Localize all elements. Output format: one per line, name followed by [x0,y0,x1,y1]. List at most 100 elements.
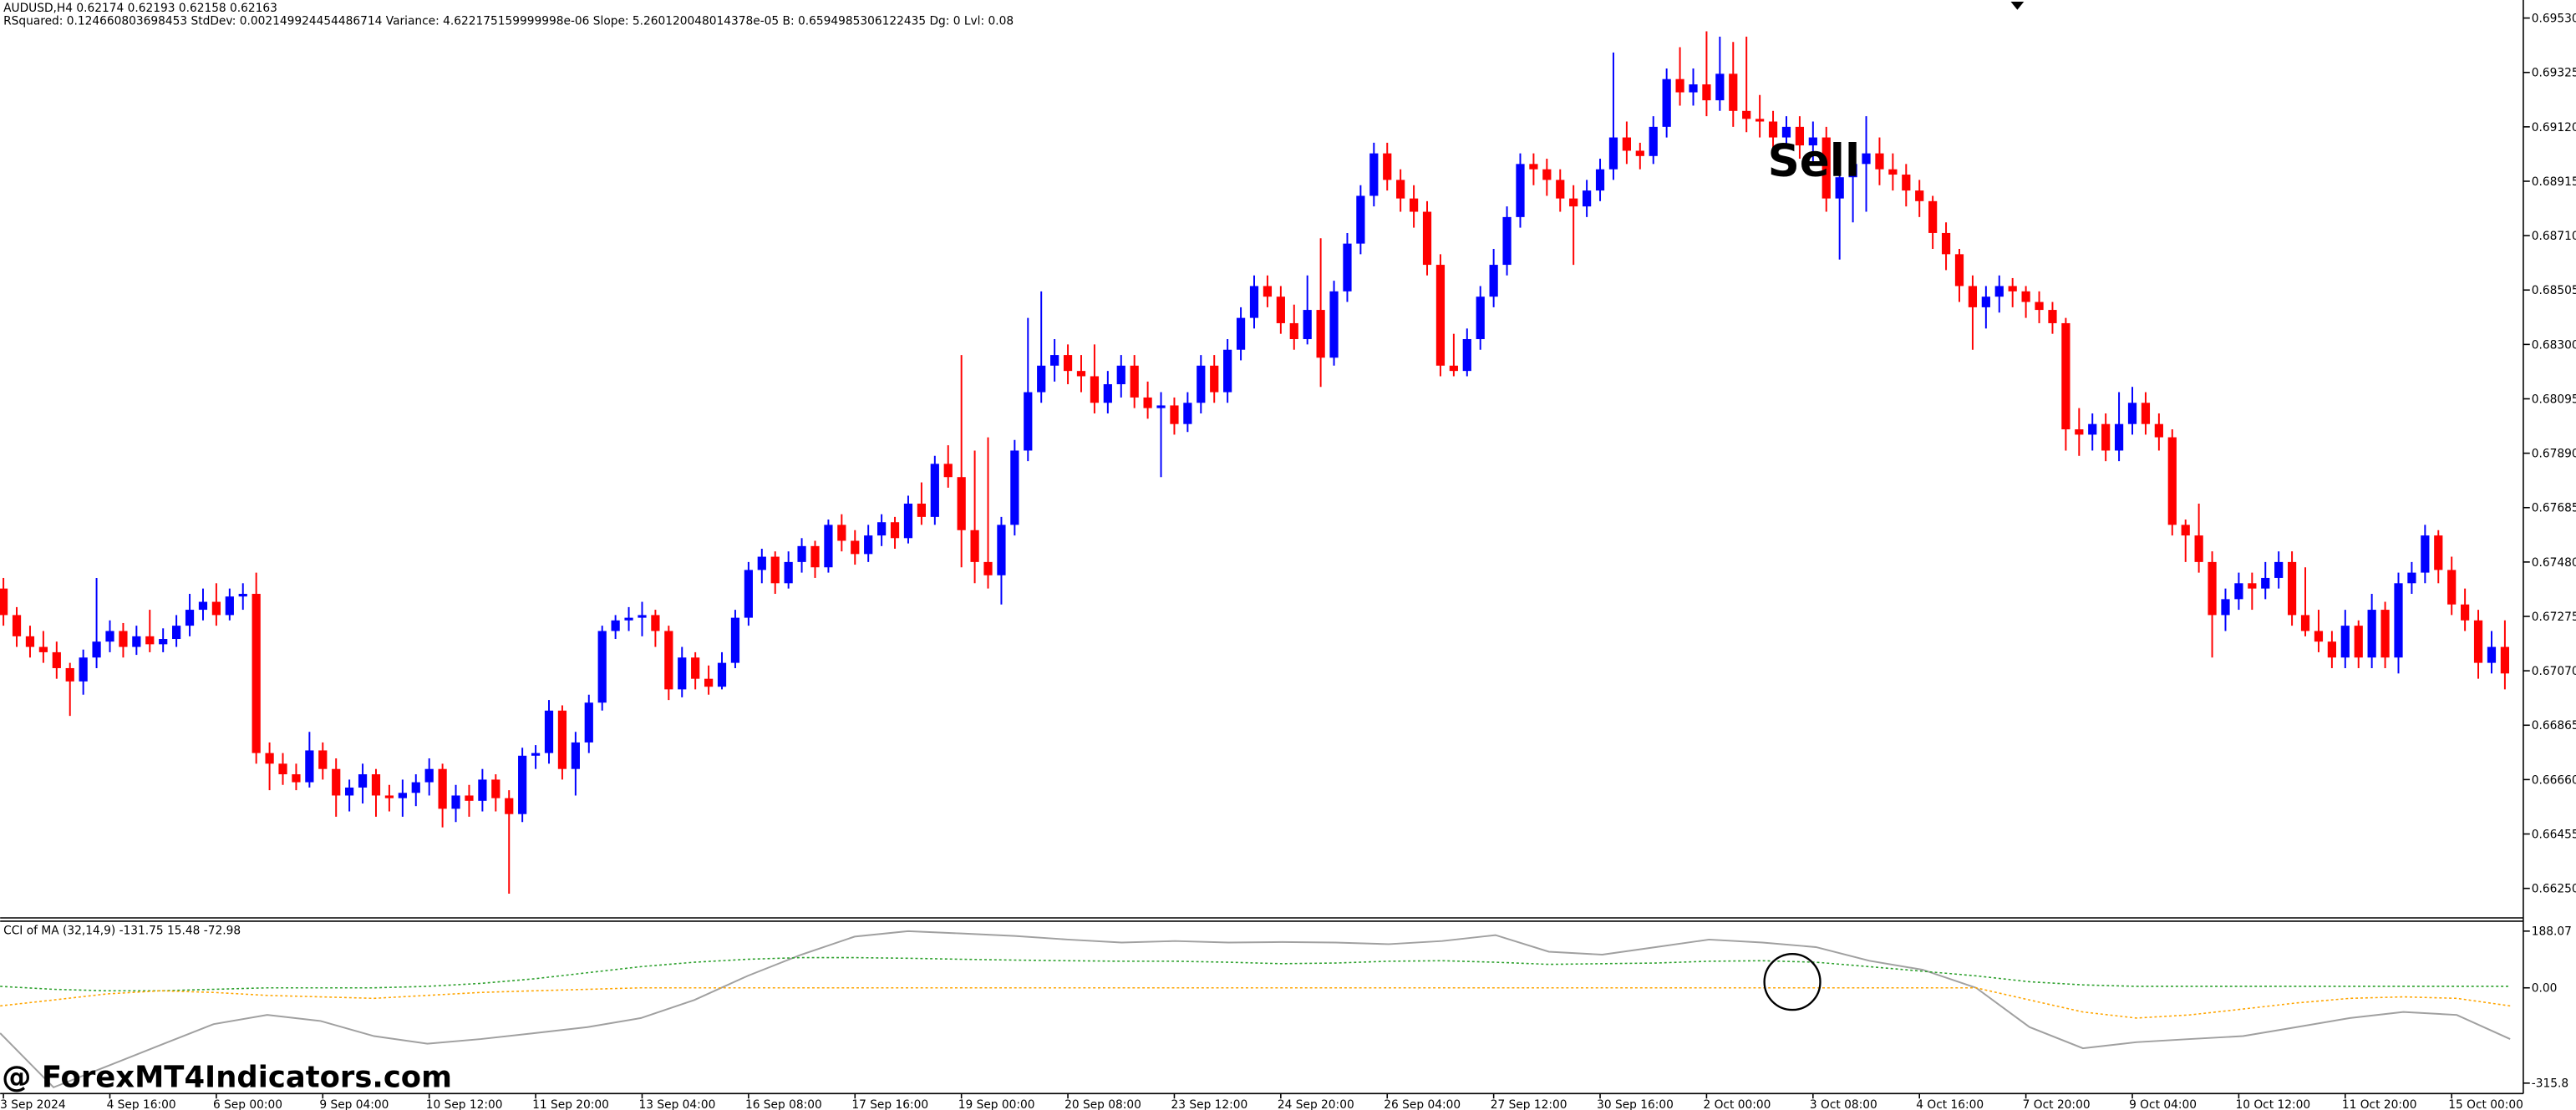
candle-body [1729,73,1738,111]
x-tick-label: 2 Oct 00:00 [1703,1098,1771,1110]
candle-body [318,750,328,769]
candle-body [2194,535,2203,562]
candle-body [2340,626,2350,658]
candle-body [1409,198,1419,212]
candle-body [1316,310,1325,358]
candle-body [2487,646,2497,663]
candle-body [2447,570,2457,605]
candle-body [478,779,487,801]
candle-body [1608,137,1618,170]
candle-body [903,503,913,539]
candle-body [1795,126,1805,146]
candle-body [1968,286,1978,307]
candle-body [1383,153,1392,180]
candle-body [2421,535,2430,573]
x-tick-label: 9 Oct 04:00 [2129,1098,2197,1110]
sell-annotation: Sell [1768,134,1861,186]
candle-body [1516,164,1525,217]
candle-body [371,774,381,796]
candle-body [1076,371,1086,377]
candle-body [1143,397,1152,408]
candle-body [119,631,128,647]
candle-body [2500,646,2510,674]
candle-body [930,464,939,517]
candle-body [2261,577,2270,589]
candle-body [1702,84,1711,101]
candle-body [1715,73,1725,101]
candle-body [1635,150,1644,156]
candle-body [1276,297,1285,323]
y-tick-label: 0.69325 [2532,67,2576,80]
candle-body [305,750,314,783]
candle-body [1462,339,1471,372]
candle-body [1808,137,1817,146]
candle-body [1582,190,1592,207]
candle-body [557,710,567,769]
candle-body [198,601,208,611]
candle-body [1689,84,1698,93]
y-tick-label: 0.67685 [2532,502,2576,515]
x-tick-label: 10 Sep 12:00 [426,1098,503,1110]
candle-body [505,798,514,814]
candle-body [1090,376,1100,403]
candle-body [1569,198,1578,207]
candle-body [2407,572,2416,584]
candle-body [1156,405,1166,408]
candle-body [970,530,979,562]
candle-body [2035,302,2044,311]
candle-body [691,657,700,679]
candle-body [638,615,647,618]
candle-body [2101,423,2111,451]
y-tick-label: 0.68095 [2532,393,2576,406]
candle-body [2354,626,2363,658]
candle-body [890,522,900,539]
candle-body [1529,164,1538,170]
candle-body [983,561,993,575]
candle-body [159,639,168,645]
watermark: @ ForexMT4Indicators.com [2,1060,452,1094]
y-tick-label: 0.67070 [2532,665,2576,678]
candle-body [278,763,287,775]
candle-body [424,768,434,783]
candle-body [997,525,1006,575]
candle-body [491,779,500,798]
candle-body [797,545,806,562]
candle-body [917,503,927,517]
candle-body [2327,641,2336,658]
candle-body [810,545,820,568]
candle-body [730,617,740,663]
candle-body [1223,349,1232,393]
candle-body [2248,583,2257,589]
candle-body [1502,216,1512,266]
candle-body [1130,365,1139,398]
candle-body [1675,79,1684,93]
candle-body [571,742,580,769]
candle-body [624,617,633,621]
candle-body [2221,599,2230,616]
signal-circle [1763,953,1821,1011]
x-tick-label: 19 Sep 00:00 [958,1098,1035,1110]
candle-body [1742,110,1751,119]
candle-body [2167,437,2177,525]
x-tick-label: 27 Sep 12:00 [1491,1098,1567,1110]
candle-body [52,651,61,668]
candle-body [2075,429,2084,435]
candle-body [1103,384,1112,403]
candle-body [518,755,527,814]
x-tick-label: 11 Sep 20:00 [532,1098,609,1110]
candle-body [2367,610,2376,658]
candle-body [2314,631,2324,642]
candle-body [597,631,607,703]
candle-body [145,636,155,645]
y-tick-label: 0.66250 [2532,883,2576,896]
candle-body [1595,169,1605,191]
candle-body [1981,297,1990,307]
candle-body [2434,535,2443,570]
candle-body [172,626,181,640]
candle-body [185,610,195,626]
candle-body [1356,195,1365,244]
indicator-line [0,930,2511,1089]
candle-body [332,768,341,796]
candle-body [1888,169,1898,175]
